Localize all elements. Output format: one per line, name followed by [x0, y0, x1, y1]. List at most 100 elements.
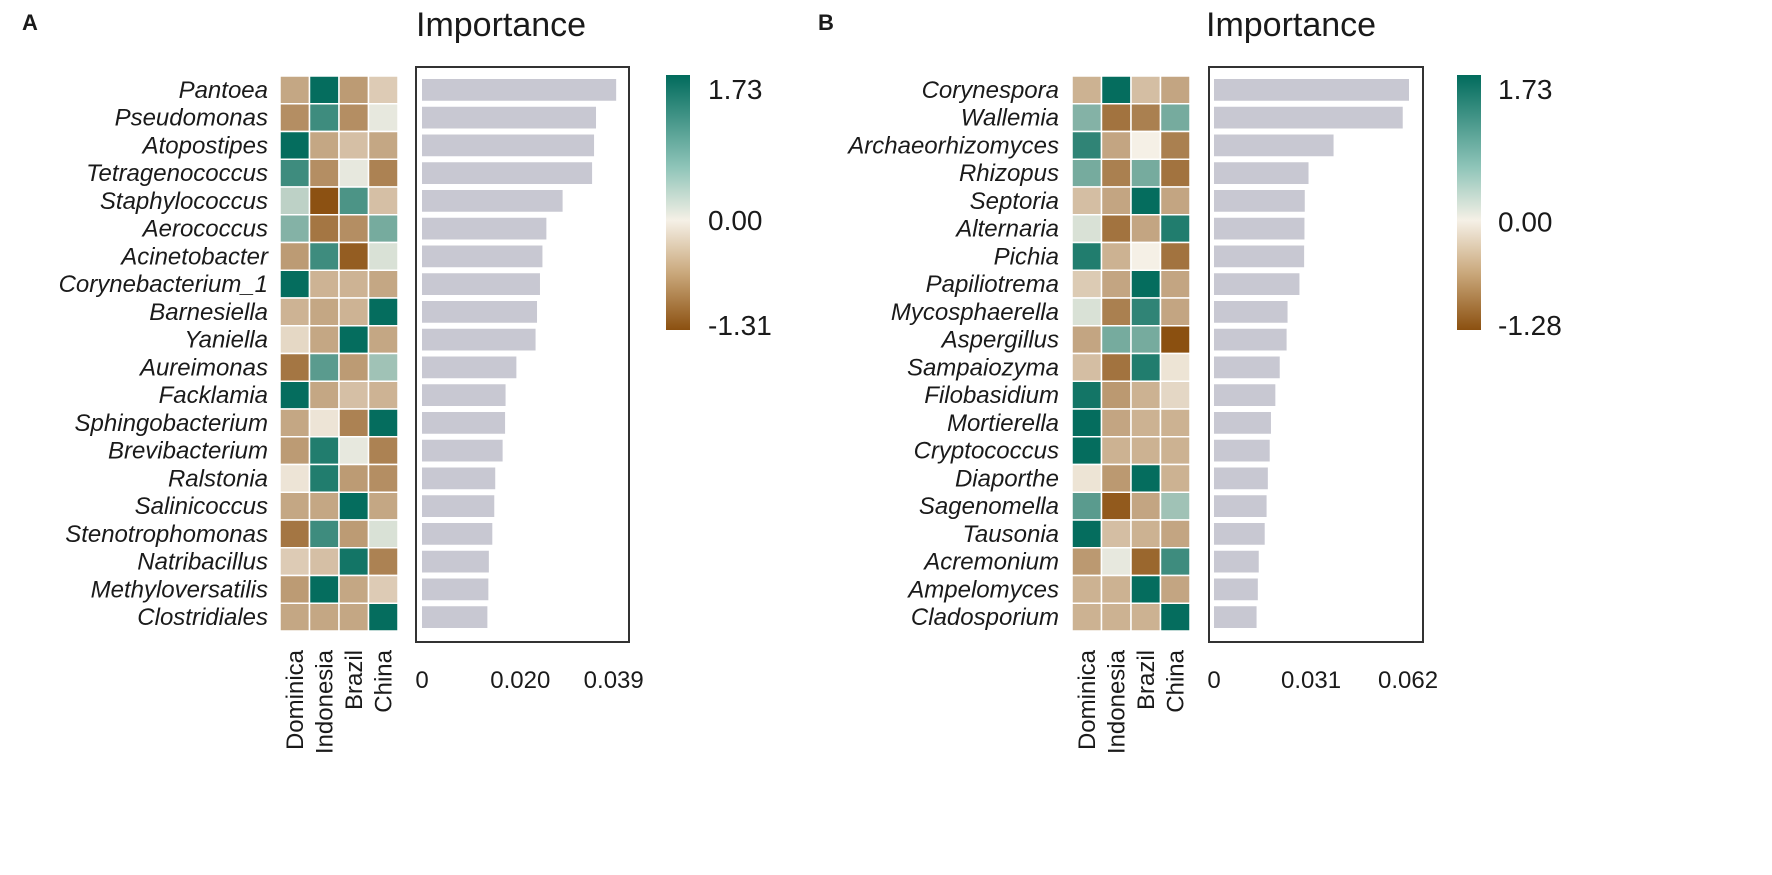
importance-bar: [1214, 106, 1403, 129]
importance-bar: [422, 162, 593, 184]
heatmap-cell: [1071, 103, 1103, 133]
heatmap-cell: [1100, 75, 1132, 105]
heatmap-cell: [1100, 297, 1132, 327]
heatmap-cell: [338, 325, 370, 355]
heatmap-cell: [1159, 574, 1191, 604]
heatmap-cell: [367, 352, 399, 382]
panel-b: B Importance CorynesporaWallemiaArchaeorhi…: [818, 6, 1562, 754]
heatmap-cell: [308, 380, 340, 410]
heatmap-cell: [1159, 75, 1191, 105]
row-label: Ralstonia: [168, 465, 268, 492]
heatmap-cell: [338, 269, 370, 299]
heatmap-cell: [279, 297, 311, 327]
heatmap-cell: [1100, 380, 1132, 410]
importance-bar: [1214, 301, 1288, 323]
heatmap-cell: [279, 75, 311, 105]
importance-bar: [422, 495, 495, 517]
heatmap-cell: [1159, 130, 1191, 160]
heatmap-cell: [338, 158, 370, 188]
heatmap-cell: [1071, 602, 1103, 632]
heatmap-cell: [338, 408, 370, 438]
heatmap-cell: [1071, 463, 1103, 493]
x-tick-label: 0.020: [490, 667, 550, 694]
importance-bar: [422, 439, 503, 462]
heatmap-cell: [1130, 241, 1162, 271]
heatmap-cell: [1159, 491, 1191, 521]
importance-bar: [1214, 162, 1309, 184]
row-label: Facklamia: [159, 382, 268, 409]
importance-bar: [422, 217, 547, 240]
heatmap-cell: [338, 602, 370, 632]
heatmap-cell: [1100, 436, 1132, 466]
heatmap-cell: [1130, 75, 1162, 105]
row-label: Sagenomella: [919, 493, 1059, 520]
heatmap-cell: [1071, 186, 1103, 216]
heatmap-cell: [308, 491, 340, 521]
heatmap-cell: [1130, 269, 1162, 299]
heatmap-cell: [1071, 214, 1103, 244]
importance-bar: [422, 245, 543, 268]
heatmap-cell: [367, 602, 399, 632]
heatmap-cell: [279, 214, 311, 244]
heatmap-cell: [1100, 241, 1132, 271]
heatmap-cell: [279, 436, 311, 466]
heatmap-cell: [1071, 408, 1103, 438]
colorbar: [1457, 75, 1481, 330]
importance-bar: [422, 301, 538, 323]
row-label: Methyloversatilis: [91, 576, 268, 603]
importance-bar: [422, 467, 496, 490]
heatmap-cell: [1159, 436, 1191, 466]
row-label: Septoria: [970, 188, 1059, 215]
row-label: Corynespora: [922, 77, 1059, 104]
heatmap-cell: [1130, 547, 1162, 577]
row-label: Pseudomonas: [115, 105, 268, 132]
heatmap-cell: [1100, 519, 1132, 549]
row-label: Archaeorhizomyces: [846, 132, 1059, 159]
heatmap-cell: [1130, 297, 1162, 327]
row-label: Ampelomyces: [906, 576, 1059, 603]
heatmap-cell: [308, 241, 340, 271]
heatmap-cell: [1130, 352, 1162, 382]
heatmap-cell: [1130, 408, 1162, 438]
heatmap-cell: [308, 352, 340, 382]
row-label: Brevibacterium: [108, 438, 268, 465]
heatmap-cell: [338, 103, 370, 133]
heatmap-cell: [1130, 463, 1162, 493]
importance-bar: [1214, 550, 1259, 573]
row-label: Mortierella: [947, 410, 1059, 437]
heatmap-cell: [1071, 241, 1103, 271]
importance-bar: [422, 190, 563, 212]
heatmap-cell: [367, 519, 399, 549]
heatmap-cell: [1100, 130, 1132, 160]
heatmap-cell: [367, 158, 399, 188]
heatmap-cell: [338, 380, 370, 410]
importance-bar: [1214, 273, 1300, 295]
heatmap-cell: [1130, 436, 1162, 466]
heatmap-cell: [279, 380, 311, 410]
colorbar-tick-label: -1.31: [708, 310, 772, 341]
importance-bar: [1214, 356, 1280, 379]
heatmap-cell: [338, 214, 370, 244]
heatmap-cell: [1071, 352, 1103, 382]
heatmap-cell: [1159, 186, 1191, 216]
heatmap-cell: [338, 463, 370, 493]
heatmap-cell: [1071, 325, 1103, 355]
heatmap-cell: [308, 325, 340, 355]
heatmap-cell: [1159, 325, 1191, 355]
row-label: Stenotrophomonas: [65, 521, 268, 548]
row-label: Aerococcus: [141, 216, 268, 243]
heatmap-cell: [279, 130, 311, 160]
heatmap-cell: [279, 158, 311, 188]
heatmap-cell: [1159, 103, 1191, 133]
heatmap-cell: [279, 186, 311, 216]
heatmap-cell: [1130, 130, 1162, 160]
row-label: Atopostipes: [141, 132, 268, 159]
heatmap-cell: [367, 436, 399, 466]
row-label: Wallemia: [961, 105, 1059, 132]
importance-bar: [422, 134, 595, 157]
heatmap-cell: [308, 130, 340, 160]
heatmap-cell: [338, 491, 370, 521]
heatmap-cell: [367, 574, 399, 604]
importance-bar: [1214, 439, 1270, 462]
heatmap-cell: [1130, 602, 1162, 632]
